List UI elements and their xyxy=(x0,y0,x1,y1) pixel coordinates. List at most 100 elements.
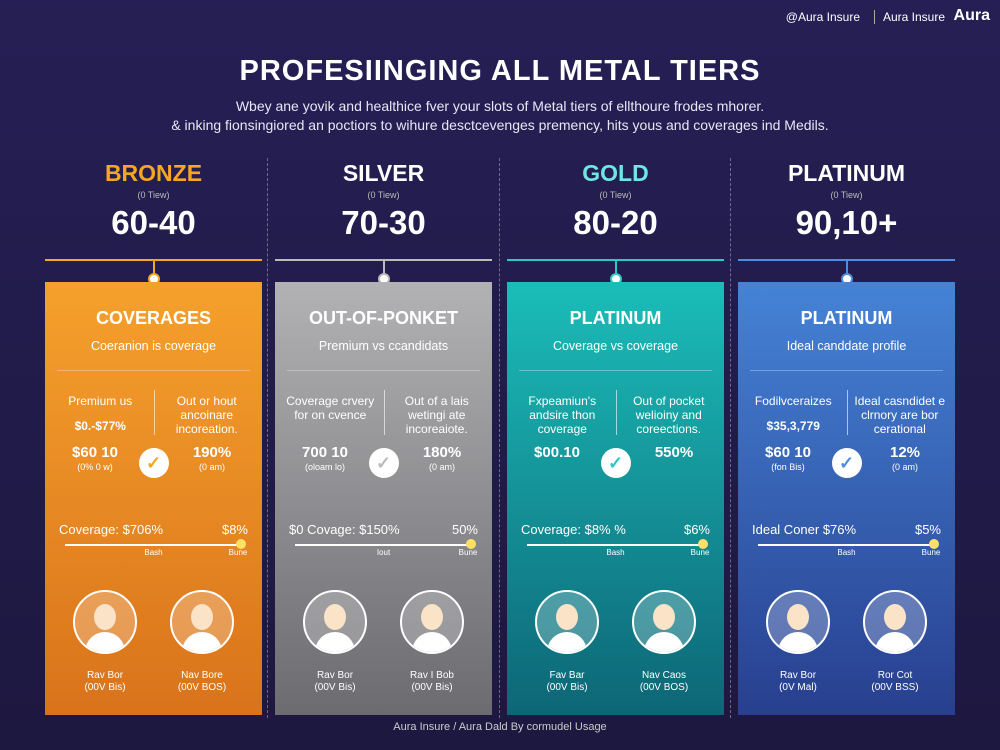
card-divider xyxy=(153,390,155,435)
left-text: Coverage crvery for on cvence xyxy=(286,394,375,422)
slider-max: Bune xyxy=(690,548,710,557)
avatar xyxy=(73,590,137,654)
subtitle: Wbey ane yovik and healthice fver your s… xyxy=(235,98,765,114)
tier-name: BRONZE xyxy=(104,160,203,186)
left-value: $0.-$77% xyxy=(74,419,126,433)
person-name: Rav Bor xyxy=(86,670,124,681)
slider-track xyxy=(295,544,472,546)
bar-value: $6% xyxy=(683,522,710,537)
avatar xyxy=(400,590,464,654)
tier-name: SILVER xyxy=(342,160,425,186)
avatar xyxy=(632,590,696,654)
bar-value: $8% xyxy=(221,522,248,537)
tier-ratio: 90,10+ xyxy=(795,204,898,241)
card-subheading: Premium vs ccandidats xyxy=(318,339,449,353)
slider-min: Bash xyxy=(144,548,163,557)
person-detail: (00V BSS) xyxy=(871,682,919,693)
card-heading: PLATINUM xyxy=(800,308,893,328)
slider-knob xyxy=(929,539,939,549)
tier-name: GOLD xyxy=(582,160,649,186)
bar-value: 50% xyxy=(451,522,478,537)
tier-note: (0 Tiew) xyxy=(137,190,170,200)
person-name: Rav Bor xyxy=(779,670,817,681)
right-text: Out of pocket welioiny and coreections. xyxy=(633,394,705,436)
right-text: Ideal casndidet e clrnory are bor cerati… xyxy=(854,394,946,436)
person-detail: (00V Bis) xyxy=(411,682,453,693)
bar-label: Ideal Coner $76% xyxy=(752,522,857,537)
slider-max: Bune xyxy=(921,548,941,557)
brand-handle: @Aura Insure xyxy=(785,10,860,24)
bar-label: $0 Covage: $150% xyxy=(289,522,400,537)
bar-label: Coverage: $706% xyxy=(59,522,164,537)
slider-min: Bash xyxy=(606,548,625,557)
tier-ratio: 80-20 xyxy=(573,204,658,241)
slider-max: Bune xyxy=(458,548,478,557)
footer: Aura Insure / Aura Dald By cormudel Usag… xyxy=(393,721,607,733)
check-icon: ✓ xyxy=(138,448,169,478)
tier-card: COVERAGES Coeranion is coverage Premium us… xyxy=(45,282,262,715)
stat-right-note: (0 am) xyxy=(428,462,455,472)
slider-knob xyxy=(466,539,476,549)
card-divider xyxy=(383,390,385,435)
check-icon: ✓ xyxy=(831,448,862,478)
slider-track xyxy=(65,544,242,546)
avatar xyxy=(170,590,234,654)
bar-value: $5% xyxy=(914,522,941,537)
tier-note: (0 Tiew) xyxy=(830,190,863,200)
tier-note: (0 Tiew) xyxy=(367,190,400,200)
divider xyxy=(499,158,500,718)
tier-ratio: 60-40 xyxy=(111,204,196,241)
slider-knob xyxy=(236,539,246,549)
slider-knob xyxy=(698,539,708,549)
tier-name: PLATINUM xyxy=(787,160,906,186)
avatar xyxy=(535,590,599,654)
divider xyxy=(267,158,268,718)
person-detail: (00V Bis) xyxy=(84,682,126,693)
avatar xyxy=(863,590,927,654)
tier-note: (0 Tiew) xyxy=(599,190,632,200)
person-name: Rav I Bob xyxy=(410,670,454,681)
check-icon: ✓ xyxy=(368,448,399,478)
stat-left: $60 10 xyxy=(765,444,811,461)
stat-right: 180% xyxy=(422,444,462,461)
slider-min: Iout xyxy=(376,548,391,557)
tier-card: PLATINUM Coverage vs coverage Fxpeamiun's … xyxy=(507,282,724,715)
slider-track xyxy=(758,544,935,546)
right-text: Out or hout ancoinare incoreation. xyxy=(175,394,238,436)
card-subheading: Ideal canddate profile xyxy=(786,339,907,353)
stat-right: 190% xyxy=(192,444,232,461)
stat-left: $60 10 xyxy=(72,444,118,461)
tier-card: OUT-OF-PONKET Premium vs ccandidats Covera… xyxy=(275,282,492,715)
person-name: Nav Caos xyxy=(642,670,686,681)
tier-connector xyxy=(614,259,617,283)
card-separator xyxy=(519,370,712,371)
card-separator xyxy=(57,370,250,371)
person-detail: (00V Bis) xyxy=(314,682,356,693)
right-text: Out of a lais wetingi ate incoreaiote. xyxy=(404,394,469,436)
person-detail: (0V Mal) xyxy=(779,682,817,693)
left-text: Fxpeamiun's andsire thon coverage xyxy=(528,394,597,436)
divider xyxy=(730,158,731,718)
person-name: Fav Bar xyxy=(549,670,585,681)
tier-connector xyxy=(152,259,155,283)
tier-connector xyxy=(845,259,848,283)
stat-right-note: (0 am) xyxy=(891,462,918,472)
card-heading: COVERAGES xyxy=(95,308,212,328)
avatar xyxy=(766,590,830,654)
check-icon: ✓ xyxy=(600,448,631,478)
brand-logo: Aura xyxy=(953,7,990,24)
card-separator xyxy=(287,370,480,371)
bar-label: Coverage: $8% % xyxy=(521,522,626,537)
stat-left: $00.10 xyxy=(534,444,580,461)
stat-left: 700 10 xyxy=(302,444,348,461)
slider-min: Bash xyxy=(837,548,856,557)
card-separator xyxy=(750,370,943,371)
left-text: Fodilvceraizes xyxy=(754,394,832,408)
tier-connector xyxy=(382,259,385,283)
card-subheading: Coeranion is coverage xyxy=(90,339,217,353)
left-text: Premium us xyxy=(68,394,133,408)
card-divider xyxy=(615,390,617,435)
slider-max: Bune xyxy=(228,548,248,557)
stat-right-note: (0 am) xyxy=(198,462,225,472)
avatar xyxy=(303,590,367,654)
